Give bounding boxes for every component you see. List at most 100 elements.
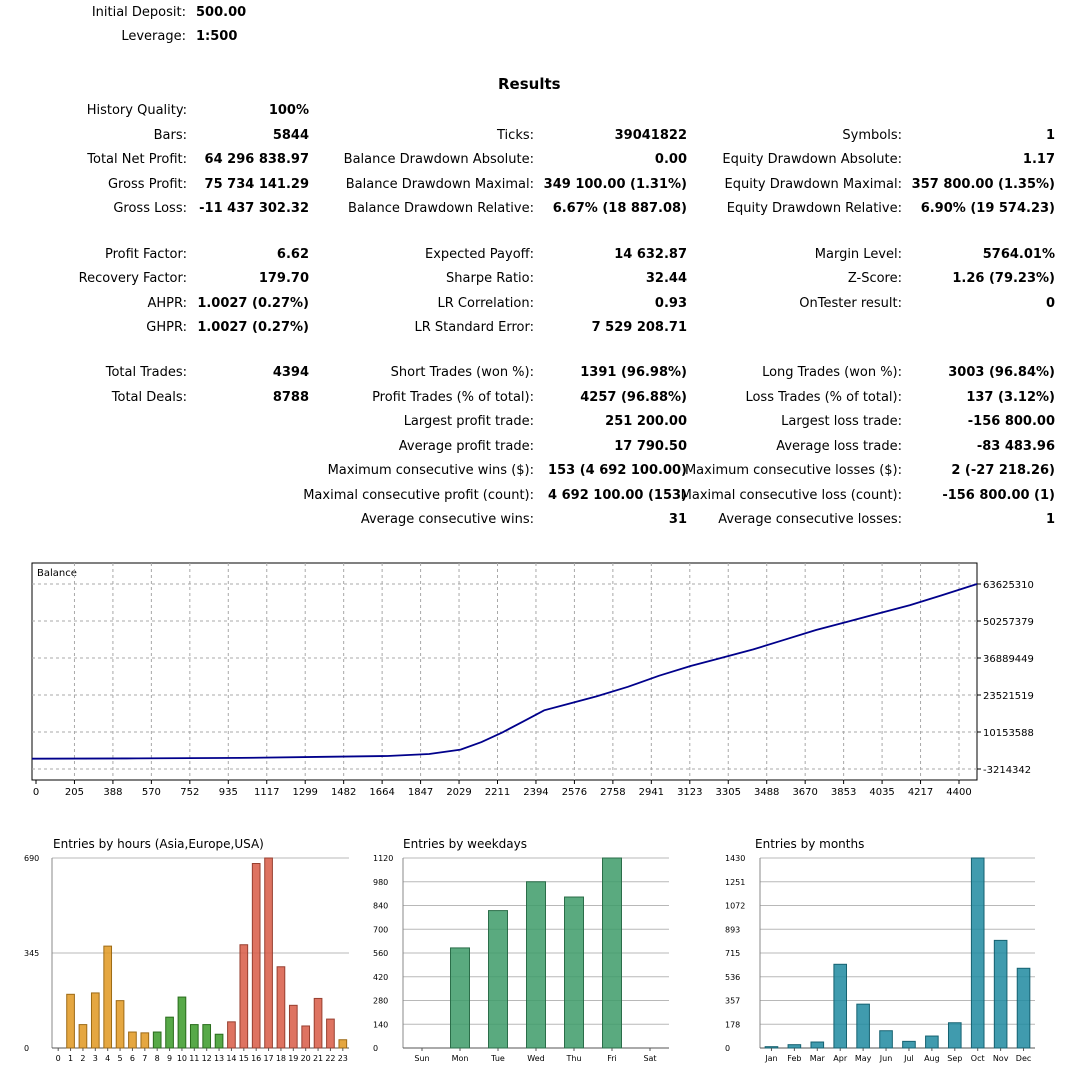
y-tick-label: 1120 [373,854,393,863]
result-label: Long Trades (won %): [762,365,902,380]
x-tick-label: 12 [202,1054,212,1063]
result-label: Equity Drawdown Absolute: [722,152,902,167]
result-value: 31 [668,512,687,527]
result-label: Balance Drawdown Maximal: [345,177,534,192]
result-label: Expected Payoff: [425,247,534,262]
x-tick-label: 6 [130,1054,135,1063]
result-value: 4394 [272,365,309,380]
result-label: Margin Level: [814,247,902,262]
result-value: 0 [1045,296,1055,311]
x-tick-label: 4217 [908,787,933,798]
y-tick-label: 345 [24,949,39,958]
x-tick-label: 2211 [485,787,510,798]
x-tick-label: Jul [903,1054,914,1063]
x-tick-label: 21 [313,1054,323,1063]
x-tick-label: 752 [180,787,199,798]
chart-title: Entries by weekdays [403,837,527,851]
x-tick-label: Jun [879,1054,893,1063]
result-label: Z-Score: [847,271,902,286]
x-tick-label: Thu [565,1054,581,1063]
result-value: 6.90% (19 574.23) [920,201,1055,216]
result-label: Total Deals: [111,390,187,405]
x-tick-label: 388 [103,787,122,798]
result-value: 14 632.87 [614,247,687,262]
leverage-value: 1:500 [196,29,238,44]
bar [450,947,470,1049]
result-value: 5844 [272,128,309,143]
bar [1016,967,1031,1049]
result-value: 75 734 141.29 [204,177,309,192]
x-tick-label: Tue [490,1054,505,1063]
result-label: Gross Loss: [113,201,187,216]
y-tick-label: 690 [24,854,39,863]
x-tick-label: May [855,1054,872,1063]
x-tick-label: 1117 [254,787,279,798]
y-tick-label: 50257379 [983,617,1034,628]
y-tick-label: 178 [725,1020,740,1029]
x-tick-label: 10 [177,1054,187,1063]
result-label: Average loss trade: [776,439,902,454]
result-label: OnTester result: [799,296,902,311]
bar [128,1031,137,1049]
x-tick-label: 13 [214,1054,224,1063]
bar [902,1040,916,1049]
result-value: 137 (3.12%) [966,390,1055,405]
result-label: Ticks: [497,128,534,143]
x-tick-label: 2941 [639,787,664,798]
x-tick-label: Sun [414,1054,429,1063]
result-value: 1.26 (79.23%) [952,271,1055,286]
y-tick-label: 536 [725,973,740,982]
chart-title: Entries by hours (Asia,Europe,USA) [53,837,264,851]
y-tick-label: 0 [725,1044,730,1053]
bar [115,1000,125,1049]
result-label: Maximal consecutive loss (count): [680,488,902,503]
result-label: Short Trades (won %): [390,365,534,380]
result-value: 1 [1045,512,1055,527]
x-tick-label: 3 [93,1054,98,1063]
bar [833,963,848,1049]
result-value: 8788 [272,390,309,405]
x-tick-label: 1847 [408,787,433,798]
result-value: 32.44 [645,271,687,286]
bar [338,1039,348,1049]
x-tick-label: Feb [787,1054,801,1063]
y-tick-label: -3214342 [983,765,1031,776]
y-tick-label: 357 [725,997,740,1006]
bar [301,1025,311,1049]
result-label: Equity Drawdown Relative: [726,201,902,216]
x-tick-label: 5 [118,1054,123,1063]
y-tick-label: 23521519 [983,691,1034,702]
x-tick-label: 2394 [523,787,548,798]
results-title: Results [498,75,561,93]
x-tick-label: 4035 [869,787,894,798]
x-tick-label: 22 [325,1054,335,1063]
bar [202,1024,212,1049]
y-tick-label: 10153588 [983,728,1034,739]
x-tick-label: 3123 [677,787,702,798]
y-tick-label: 560 [373,949,388,958]
result-label: Symbols: [842,128,902,143]
x-tick-label: Apr [833,1054,848,1063]
result-value: 17 790.50 [614,439,687,454]
bar [856,1003,870,1049]
y-tick-label: 63625310 [983,580,1034,591]
result-value: 6.62 [276,247,309,262]
x-tick-label: 3670 [792,787,817,798]
result-value: 100% [268,103,309,118]
result-label: Sharpe Ratio: [446,271,534,286]
bar [227,1021,236,1049]
entries-by-weekdays-chart: Entries by weekdays 1120 980 840 700 560 420 28… [373,837,669,1063]
initial-deposit-value: 500.00 [196,5,247,20]
result-label: Profit Trades (% of total): [372,390,534,405]
result-label: Balance Drawdown Absolute: [343,152,534,167]
result-label: Average profit trade: [398,439,534,454]
bar [251,863,261,1049]
x-tick-label: Dec [1016,1054,1031,1063]
result-value: 1391 (96.98%) [580,365,687,380]
result-value: 5764.01% [982,247,1055,262]
bar [787,1044,802,1049]
x-tick-label: 2029 [446,787,471,798]
x-tick-label: 3853 [831,787,856,798]
result-value: 39041822 [614,128,687,143]
result-value: 0.00 [654,152,687,167]
